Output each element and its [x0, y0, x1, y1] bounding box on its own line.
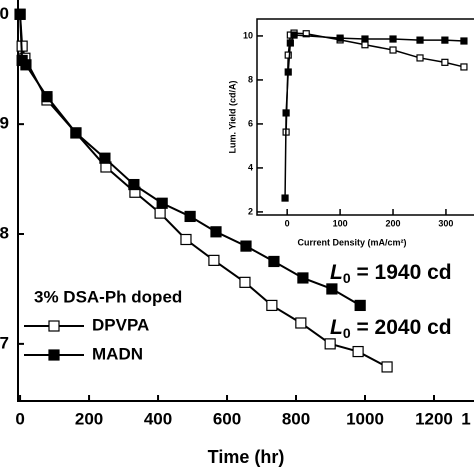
marker: [324, 338, 336, 350]
x-tick-label: 1000: [346, 409, 384, 428]
x-tick-label: 600: [213, 409, 241, 428]
marker: [361, 41, 369, 49]
annotation-text: = 1940 cd: [351, 261, 452, 284]
marker: [20, 59, 32, 71]
y-tick-label: 9: [0, 114, 9, 133]
marker: [70, 127, 82, 139]
marker: [240, 240, 252, 252]
marker: [284, 51, 292, 59]
x-tick-label: 200: [386, 218, 401, 228]
legend-marker: [48, 349, 60, 361]
marker: [441, 36, 449, 44]
marker: [326, 283, 338, 295]
x-tick-label: 0: [15, 409, 24, 428]
y-tick-label: 4: [248, 162, 253, 172]
annotation-symbol: L: [330, 261, 343, 284]
y-axis-label: Lum. Yield (cd/A): [227, 80, 237, 153]
y-tick-label: 6: [248, 118, 253, 128]
legend-title: 3% DSA-Ph doped: [34, 287, 182, 306]
y-tick-label: 8: [248, 74, 253, 84]
x-tick-label: 1: [461, 409, 470, 428]
marker: [239, 276, 251, 288]
annotation-symbol: L: [330, 316, 343, 339]
marker: [389, 35, 397, 43]
marker: [361, 35, 369, 43]
axes: [17, 0, 474, 402]
annotation-subscript: 0: [343, 325, 351, 341]
y-tick-label: 0: [0, 4, 9, 23]
legend-label: MADN: [92, 344, 143, 363]
x-tick-label: 300: [438, 218, 453, 228]
marker: [381, 361, 393, 373]
y-tick-label: 10: [243, 30, 253, 40]
x-tick-label: 0: [285, 218, 290, 228]
y-tick-label: 7: [0, 333, 9, 352]
marker: [441, 58, 449, 66]
x-tick-label: 400: [144, 409, 172, 428]
marker: [180, 233, 192, 246]
marker: [302, 30, 310, 38]
marker: [416, 36, 424, 44]
marker: [354, 299, 366, 312]
marker: [295, 317, 307, 329]
marker: [389, 46, 397, 54]
x-axis-label: Current Density (mA/cm²): [297, 237, 406, 247]
marker: [266, 299, 278, 312]
marker: [352, 345, 364, 358]
marker: [282, 109, 290, 117]
annotation-text: = 2040 cd: [351, 316, 452, 339]
marker: [99, 152, 111, 164]
inset-frame: [256, 18, 474, 216]
marker: [210, 226, 222, 238]
annotation-subscript: 0: [343, 270, 351, 286]
marker: [154, 207, 166, 219]
marker: [14, 8, 26, 20]
x-axis-label: Time (hr): [208, 447, 285, 467]
marker: [460, 63, 468, 71]
marker: [281, 194, 289, 202]
marker: [290, 31, 298, 39]
marker: [156, 197, 168, 209]
legend-marker: [48, 320, 60, 332]
marker: [336, 34, 344, 42]
marker: [416, 54, 424, 62]
marker: [208, 254, 220, 266]
y-tick-label: 8: [0, 223, 9, 242]
annotation: L0 = 1940 cd: [330, 261, 452, 286]
marker: [297, 272, 309, 284]
x-tick-label: 200: [75, 409, 103, 428]
x-tick-label: 800: [282, 409, 310, 428]
marker: [128, 178, 140, 191]
marker: [286, 39, 294, 47]
y-tick-label: 2: [248, 206, 253, 216]
marker: [268, 255, 280, 268]
annotation: L0 = 2040 cd: [330, 316, 452, 341]
marker: [284, 68, 292, 76]
legend-label: DPVPA: [92, 315, 149, 334]
x-tick-label: 1200: [415, 409, 453, 428]
marker: [184, 210, 196, 223]
marker: [460, 37, 468, 45]
x-tick-label: 100: [333, 218, 348, 228]
marker: [41, 91, 53, 103]
